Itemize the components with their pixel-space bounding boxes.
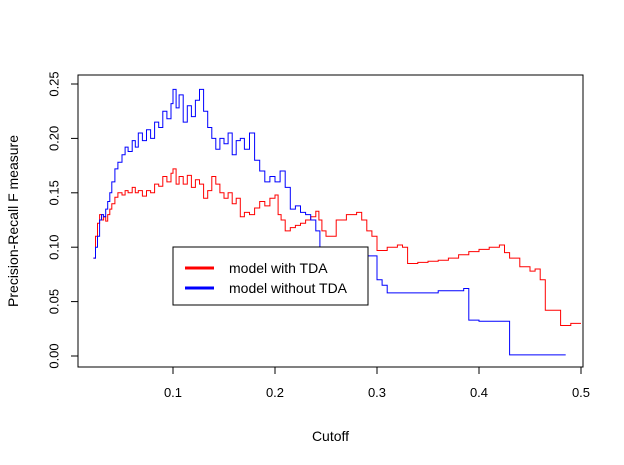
x-axis-title: Cutoff xyxy=(312,428,349,444)
y-axis: 0.00 0.05 0.10 0.15 0.20 0.25 xyxy=(47,71,79,369)
x-tick-label: 0.1 xyxy=(164,385,182,400)
legend: model with TDA model without TDA xyxy=(172,246,369,306)
series-line-with-tda xyxy=(93,168,581,326)
series-layer xyxy=(93,88,581,356)
x-tick-label: 0.5 xyxy=(572,385,590,400)
series-line-without-tda xyxy=(93,88,566,356)
y-axis-title: Precision-Recall F measure xyxy=(5,135,21,307)
legend-box xyxy=(172,246,369,306)
x-axis: 0.1 0.2 0.3 0.4 0.5 xyxy=(164,366,590,400)
legend-label-without-tda: model without TDA xyxy=(229,280,348,296)
y-tick-label: 0.15 xyxy=(47,180,62,205)
x-tick-label: 0.2 xyxy=(266,385,284,400)
y-tick-label: 0.25 xyxy=(47,71,62,96)
y-tick-label: 0.00 xyxy=(47,343,62,368)
y-tick-label: 0.20 xyxy=(47,126,62,151)
legend-label-with-tda: model with TDA xyxy=(229,260,328,276)
y-tick-label: 0.10 xyxy=(47,235,62,260)
x-tick-label: 0.3 xyxy=(368,385,386,400)
y-tick-label: 0.05 xyxy=(47,289,62,314)
x-tick-label: 0.4 xyxy=(470,385,488,400)
